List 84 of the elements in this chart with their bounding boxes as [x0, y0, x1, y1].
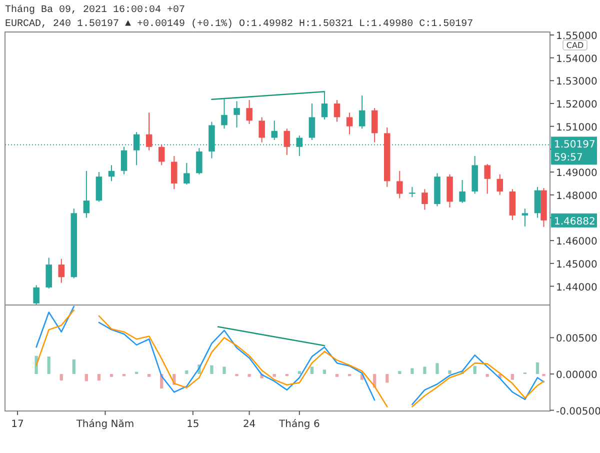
- y-tick-label: 1.55000: [556, 30, 598, 42]
- y-tick-label: 0.00000: [556, 370, 598, 381]
- candlestick: [509, 188, 516, 221]
- candlestick: [158, 144, 165, 166]
- bar: [536, 362, 540, 374]
- candlestick: [271, 120, 278, 141]
- y-tick-label: 0.00500: [556, 334, 598, 345]
- bar: [448, 370, 452, 374]
- bar: [298, 371, 301, 374]
- ref-line-label: 1.50197 59:57: [554, 140, 596, 164]
- x-tick-label: 17: [11, 419, 24, 430]
- candlestick: [171, 156, 178, 190]
- candlestick: [308, 103, 316, 141]
- y-tick-label: 1.49000: [556, 168, 598, 180]
- candlestick: [83, 170, 90, 218]
- annotation: 1.46882: [554, 216, 596, 228]
- y-tick-label: -0.00500: [556, 406, 600, 418]
- y-tick-label: 1.54000: [556, 54, 598, 65]
- bar: [410, 368, 414, 374]
- candlestick: [284, 128, 290, 156]
- y-tick-label: 1.45000: [556, 259, 598, 270]
- bar: [398, 371, 402, 374]
- candlestick: [33, 284, 40, 305]
- candlestick: [496, 174, 504, 196]
- x-tick-label: 15: [186, 419, 200, 430]
- candlestick: [396, 170, 403, 199]
- bar: [335, 374, 339, 377]
- bar: [72, 359, 76, 374]
- y-axis-title: CAD: [566, 41, 584, 50]
- y-tick-label: 1.44000: [556, 282, 598, 294]
- bar: [473, 366, 476, 374]
- bar: [486, 374, 489, 377]
- candlestick: [120, 146, 128, 175]
- bar: [84, 374, 88, 382]
- bar: [542, 374, 546, 376]
- y-tick-label: 1.48000: [556, 190, 598, 202]
- bar: [222, 366, 226, 374]
- bar: [210, 365, 214, 374]
- bar: [185, 370, 188, 374]
- candlestick: [46, 257, 52, 290]
- candlestick: [146, 112, 152, 151]
- candlestick: [358, 95, 366, 130]
- candlestick: [246, 100, 252, 125]
- candlestick: [534, 186, 541, 218]
- candlestick: [422, 188, 428, 210]
- candlestick: [221, 98, 228, 130]
- bar: [97, 374, 101, 381]
- bar: [386, 374, 389, 383]
- candlestick: [196, 148, 202, 175]
- candlestick: [321, 90, 328, 120]
- y-tick-label: 1.46000: [556, 236, 598, 248]
- bar: [436, 363, 439, 374]
- bar: [235, 374, 238, 376]
- bar: [310, 366, 314, 374]
- candlestick: [108, 164, 115, 182]
- candlestick: [334, 100, 340, 122]
- candlestick: [234, 100, 240, 128]
- bar: [272, 374, 276, 377]
- bar: [110, 374, 114, 377]
- y-tick-label: 1.51000: [556, 122, 598, 134]
- bar: [322, 370, 326, 374]
- candlestick: [184, 162, 190, 186]
- candlestick: [58, 258, 65, 284]
- bar: [510, 374, 514, 380]
- candlestick: [484, 164, 490, 194]
- candlestick: [459, 180, 466, 204]
- candlestick: [371, 108, 378, 143]
- candlestick: [346, 112, 353, 135]
- chart-title: Tháng Ba 09, 2021 16:00:04 +07: [5, 4, 186, 16]
- bar: [423, 366, 426, 374]
- bar: [148, 374, 151, 377]
- bar: [60, 374, 63, 381]
- candlestick: [409, 186, 416, 198]
- chart-subtitle: EURCAD, 240 1.50197 ▲ +0.00149 (+0.1%) O:1.49982 H:1.50321 L:1.49980 C:1.50197: [5, 18, 474, 30]
- x-tick-label: Tháng 6: [278, 419, 320, 430]
- x-tick-label: 24: [242, 419, 256, 430]
- x-tick-label: Tháng Năm: [75, 419, 134, 430]
- y-tick-label: 1.53000: [556, 76, 598, 88]
- y-tick-label: 1.52000: [556, 100, 598, 111]
- candlestick: [258, 116, 265, 143]
- candlestick: [522, 208, 528, 227]
- bar: [47, 356, 50, 374]
- candlestick: [96, 172, 102, 202]
- bar: [248, 374, 251, 377]
